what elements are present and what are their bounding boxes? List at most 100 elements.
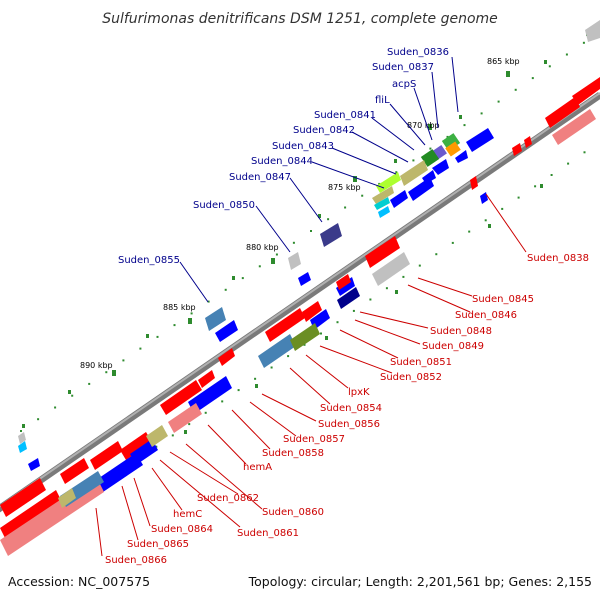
gene-label: Suden_0843 <box>272 141 334 152</box>
gene-label: Suden_0852 <box>380 372 442 383</box>
gene-label: hemC <box>173 509 202 520</box>
gene-label: Suden_0857 <box>283 434 345 445</box>
tick-label: 885 kbp <box>163 303 196 312</box>
genome-backbone <box>0 92 600 513</box>
guide-dot <box>287 355 290 358</box>
guide-dot <box>221 400 224 403</box>
guide-dot <box>122 359 125 362</box>
guide-dot <box>105 371 108 374</box>
gene-label: Suden_0862 <box>197 493 259 504</box>
guide-dot <box>378 182 381 185</box>
gene-label: lpxK <box>348 387 370 398</box>
guide-dot <box>567 162 570 165</box>
guide-dot <box>310 230 312 232</box>
gene-label: fliL <box>375 95 390 106</box>
guide-dot <box>320 332 322 335</box>
guide-dot <box>369 298 372 301</box>
guide-dot <box>484 219 487 222</box>
tick-label: 875 kbp <box>328 183 361 192</box>
tick-marks: 865 kbp 870 kbp 875 kbp 880 kbp 885 kbp … <box>80 57 520 376</box>
guide-dot <box>275 253 278 256</box>
guide-dot <box>336 321 339 324</box>
reverse-strand-genes <box>18 20 600 471</box>
guide-dot <box>327 218 330 221</box>
guide-dot <box>385 287 388 290</box>
gene-label: Suden_0851 <box>390 357 452 368</box>
leader-lines-bottom <box>95 193 527 557</box>
guide-dot <box>531 77 534 80</box>
guide-dot <box>20 430 22 432</box>
gene-labels-top: Suden_0836 Suden_0837 acpS fliL Suden_08… <box>118 47 449 266</box>
guide-dot <box>352 309 355 312</box>
gene-label: Suden_0836 <box>387 47 449 58</box>
forward-strand-genes <box>0 77 600 556</box>
gene-label: Suden_0866 <box>105 555 167 566</box>
guide-dot <box>361 194 364 197</box>
guide-dot <box>71 394 74 397</box>
gene-label: Suden_0858 <box>262 448 324 459</box>
guide-dot <box>548 65 551 68</box>
guide-dot <box>429 147 432 150</box>
guide-dot <box>451 241 454 244</box>
guide-dot <box>497 100 500 103</box>
gene-label: Suden_0846 <box>455 310 517 321</box>
guide-dot <box>173 324 176 327</box>
guide-dot <box>188 423 191 426</box>
guide-dot <box>171 434 174 437</box>
gene-label: Suden_0841 <box>314 110 376 121</box>
gene-label: Suden_0854 <box>320 403 382 414</box>
guide-dot <box>303 343 306 346</box>
guide-dot <box>418 264 421 267</box>
gene-label: Suden_0865 <box>127 539 189 550</box>
guide-dot <box>550 174 553 176</box>
gene-label: Suden_0856 <box>318 419 380 430</box>
gene-label: Suden_0855 <box>118 255 180 266</box>
guide-dot <box>254 377 257 380</box>
guide-dot <box>435 253 438 256</box>
guide-dot <box>514 88 517 91</box>
guide-dot <box>344 206 347 209</box>
guide-dot <box>37 418 40 421</box>
guide-dot <box>258 265 261 268</box>
guide-dot <box>224 288 227 291</box>
gene-label: acpS <box>392 79 416 90</box>
tick-label: 890 kbp <box>80 361 113 370</box>
guide-dot <box>565 53 568 56</box>
tick-label: 870 kbp <box>407 121 440 130</box>
guide-dot <box>237 389 240 392</box>
guide-dot <box>446 135 449 138</box>
guide-dot <box>292 241 295 244</box>
guide-dot <box>54 406 57 409</box>
guide-dot <box>412 159 415 162</box>
guide-dot <box>468 230 471 233</box>
guide-dot <box>480 112 483 115</box>
guide-dot <box>190 312 193 315</box>
guide-dot <box>270 366 273 369</box>
guide-dot <box>155 445 158 448</box>
tick-label: 865 kbp <box>487 57 520 66</box>
genome-summary-text: Topology: circular; Length: 2,201,561 bp… <box>248 574 592 589</box>
guide-dot <box>207 300 210 303</box>
guide-dot <box>88 382 91 385</box>
guide-dot <box>501 207 504 210</box>
gene-labels-bottom: Suden_0838 Suden_0845 Suden_0846 Suden_0… <box>105 253 589 566</box>
gene-label: Suden_0837 <box>372 62 434 73</box>
guide-dot <box>395 171 398 174</box>
gene-label: Suden_0861 <box>237 528 299 539</box>
guide-dot <box>517 196 520 199</box>
guide-dot <box>139 347 142 350</box>
guide-dot <box>402 275 405 278</box>
guide-dot <box>156 335 159 338</box>
gene-label: Suden_0864 <box>151 524 213 535</box>
tick-label: 880 kbp <box>246 243 279 252</box>
guide-dot <box>583 151 586 154</box>
accession-text: Accession: NC_007575 <box>8 574 150 589</box>
gene-label: Suden_0850 <box>193 200 255 211</box>
gene-label: Suden_0845 <box>472 294 534 305</box>
guide-dot <box>204 411 207 414</box>
leader-lines-top <box>179 56 459 303</box>
gene-label: Suden_0838 <box>527 253 589 264</box>
guide-dot <box>241 277 244 280</box>
gene-label: Suden_0844 <box>251 156 313 167</box>
